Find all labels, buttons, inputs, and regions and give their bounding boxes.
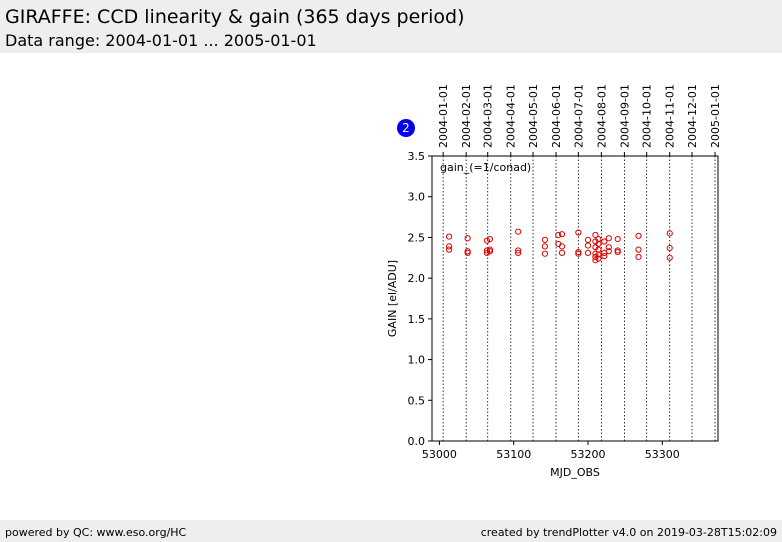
data-point xyxy=(575,250,582,257)
plot-frame xyxy=(431,155,719,442)
data-point xyxy=(592,250,599,257)
x-axis-ticks: 53000 53100 53200 53300 xyxy=(422,441,680,461)
data-point xyxy=(541,236,549,243)
data-point xyxy=(445,243,453,250)
month-label: 2004-07-01 xyxy=(572,84,585,148)
data-point xyxy=(541,243,549,250)
data-point xyxy=(601,238,608,245)
data-point xyxy=(584,236,592,243)
y-tick-label: 0.0 xyxy=(408,435,426,448)
data-point xyxy=(515,228,522,235)
month-label: 2004-11-01 xyxy=(664,84,677,148)
month-label: 2004-09-01 xyxy=(618,84,631,148)
data-point xyxy=(483,247,491,254)
month-label: 2004-08-01 xyxy=(595,84,608,148)
y-axis-label: GAIN [el/ADU] xyxy=(386,260,399,337)
month-label: 2004-12-01 xyxy=(686,84,699,148)
data-point xyxy=(464,249,471,256)
month-label: 2004-04-01 xyxy=(505,84,518,148)
data-point xyxy=(635,246,642,253)
data-point xyxy=(515,247,522,254)
data-points xyxy=(445,228,673,264)
plot-number-badge[interactable]: 2 xyxy=(397,119,415,137)
data-point xyxy=(558,249,566,256)
month-labels: 2004-01-01 2004-02-01 2004-03-01 2004-04-01… xyxy=(437,84,722,148)
footer-created-by: created by trendPlotter v4.0 on 2019-03-… xyxy=(480,526,777,539)
data-point xyxy=(595,255,602,262)
month-label: 2005-01-01 xyxy=(709,84,722,148)
x-axis-label: MJD_OBS xyxy=(550,466,600,479)
data-point xyxy=(666,254,673,261)
footer-powered-by: powered by QC: www.eso.org/HC xyxy=(5,526,187,539)
data-point xyxy=(445,246,453,253)
data-point xyxy=(666,230,673,237)
data-point xyxy=(483,237,491,244)
data-point xyxy=(614,248,621,256)
y-tick-label: 1.5 xyxy=(408,313,426,326)
data-point xyxy=(605,235,612,242)
data-point xyxy=(555,231,562,239)
data-point xyxy=(464,235,471,242)
y-tick-label: 3.0 xyxy=(408,191,426,204)
data-point xyxy=(605,244,612,251)
data-point xyxy=(592,257,599,264)
data-point xyxy=(541,250,549,257)
data-point xyxy=(605,248,612,255)
y-axis-ticks: 0.0 0.5 1.0 1.5 2.0 2.5 3.0 3.5 xyxy=(408,150,432,448)
data-point xyxy=(584,249,592,256)
month-gridlines xyxy=(442,152,716,441)
data-point xyxy=(595,240,602,248)
month-label: 2004-01-01 xyxy=(437,84,450,148)
data-point xyxy=(635,232,642,239)
data-point xyxy=(584,242,592,249)
y-tick-label: 1.0 xyxy=(408,354,426,367)
data-point xyxy=(592,231,599,239)
month-label: 2004-06-01 xyxy=(550,84,563,148)
data-point xyxy=(601,253,608,260)
data-point xyxy=(595,251,602,258)
y-tick-label: 3.5 xyxy=(408,150,426,163)
data-point xyxy=(558,243,566,250)
data-point xyxy=(635,253,642,261)
footer-bar: powered by QC: www.eso.org/HC created by… xyxy=(0,520,782,542)
x-tick-label: 53300 xyxy=(645,448,680,461)
data-point xyxy=(486,235,494,243)
data-point xyxy=(666,244,673,252)
x-tick-label: 53000 xyxy=(422,448,457,461)
y-tick-label: 0.5 xyxy=(408,394,426,407)
month-label: 2004-05-01 xyxy=(527,84,540,148)
month-label: 2004-10-01 xyxy=(641,84,654,148)
data-point xyxy=(558,231,566,238)
x-tick-label: 53100 xyxy=(496,448,531,461)
data-range-subtitle: Data range: 2004-01-01 ... 2005-01-01 xyxy=(5,31,317,50)
data-point xyxy=(486,248,494,255)
data-point xyxy=(614,235,621,243)
month-label: 2004-02-01 xyxy=(460,84,473,148)
y-tick-label: 2.5 xyxy=(408,231,426,244)
y-tick-label: 2.0 xyxy=(408,272,426,285)
data-point xyxy=(575,229,582,236)
x-tick-label: 53200 xyxy=(571,448,606,461)
series-annotation: gain_(=1/conad) xyxy=(440,161,531,174)
data-point xyxy=(515,249,522,256)
page-title: GIRAFFE: CCD linearity & gain (365 days … xyxy=(5,6,465,28)
month-label: 2004-03-01 xyxy=(482,84,495,148)
data-point xyxy=(445,233,453,240)
header-bar: GIRAFFE: CCD linearity & gain (365 days … xyxy=(0,0,782,53)
